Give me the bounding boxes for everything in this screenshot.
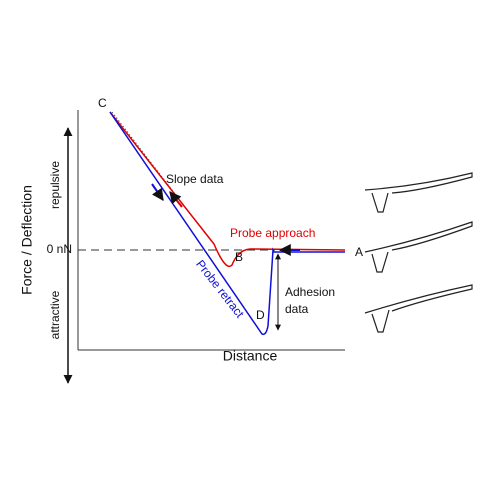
approach-label: Probe approach: [230, 226, 315, 240]
adhesion-label: Adhesion: [285, 285, 335, 299]
adhesion-label: data: [285, 302, 309, 316]
attractive-label: attractive: [48, 290, 62, 339]
point-label: B: [235, 250, 243, 264]
approach-arrow: [169, 191, 183, 208]
retract-arrow: [151, 183, 164, 201]
point-label: A: [355, 245, 363, 259]
approach-curve: [109, 111, 346, 268]
x-title: Distance: [223, 348, 278, 364]
zero-label: 0 nN: [47, 242, 72, 256]
cantilevers: [364, 172, 473, 333]
point-label: C: [98, 96, 107, 110]
slope-label: Slope data: [166, 172, 224, 186]
retract-label: Probe retract: [193, 257, 247, 321]
retract-curve: [109, 111, 345, 336]
repulsive-label: repulsive: [48, 161, 62, 209]
point-label: D: [256, 308, 265, 322]
y-title: Force / Deflection: [19, 185, 35, 295]
